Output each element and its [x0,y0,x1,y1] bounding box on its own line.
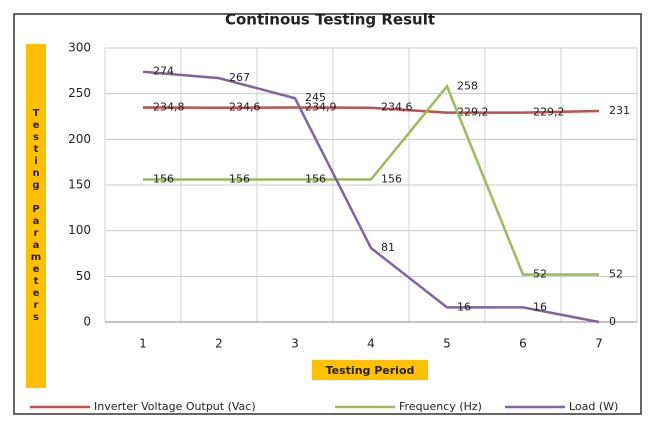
data-label: 16 [533,300,547,313]
data-label: 0 [609,315,616,328]
data-label: 156 [229,173,250,186]
series-line [143,83,599,276]
y-tick-label: 250 [68,86,91,100]
x-tick-label: 7 [595,337,603,351]
data-label: 258 [457,79,478,92]
data-label: 52 [609,268,623,281]
data-label: 81 [381,241,395,254]
data-label: 231 [609,104,630,117]
x-tick-label: 1 [139,337,147,351]
y-axis-label: Testing Parameters [26,44,46,388]
data-label: 156 [381,173,402,186]
x-tick-label: 4 [367,337,375,351]
series-line [142,106,600,114]
data-label: 245 [305,91,326,104]
y-tick-label: 300 [68,41,91,55]
data-label: 229,2 [457,106,489,119]
data-label: 16 [457,300,471,313]
series-line [142,70,600,324]
x-tick-label: 5 [443,337,451,351]
data-label: 234,6 [381,101,413,114]
data-label: 156 [305,173,326,186]
data-label: 229,2 [533,106,565,119]
legend-label: Inverter Voltage Output (Vac) [94,400,256,413]
data-label: 234,6 [229,101,261,114]
chart-border [13,13,642,415]
legend-label: Load (W) [569,400,618,413]
y-tick-label: 100 [68,223,91,237]
y-tick-label: 200 [68,132,91,146]
data-label: 274 [153,65,174,78]
data-label: 52 [533,268,547,281]
x-tick-label: 2 [215,337,223,351]
x-axis-label: Testing Period [312,360,428,380]
data-label: 267 [229,71,250,84]
y-tick-label: 150 [68,178,91,192]
y-tick-label: 0 [83,315,91,329]
x-tick-label: 6 [519,337,527,351]
data-label: 234,9 [305,100,337,113]
y-tick-label: 50 [76,269,91,283]
data-label: 234,8 [153,101,185,114]
x-tick-label: 3 [291,337,299,351]
data-label: 156 [153,173,174,186]
chart-title: Continous Testing Result [225,11,435,29]
legend-label: Frequency (Hz) [399,400,482,413]
